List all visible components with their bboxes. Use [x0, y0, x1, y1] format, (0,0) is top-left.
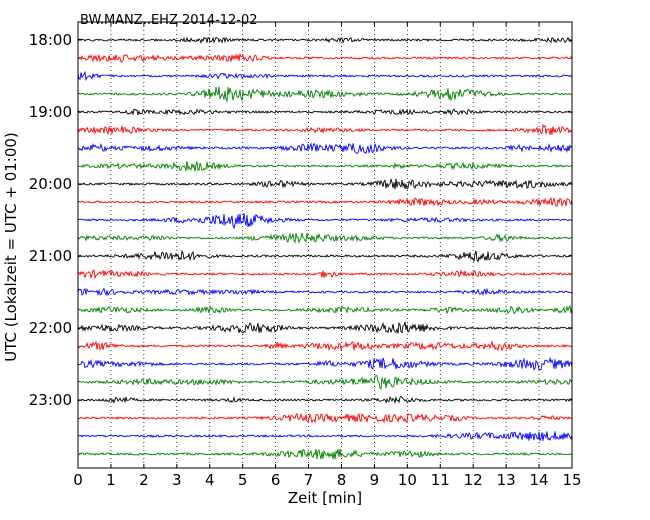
x-tick-label: 15 [562, 471, 581, 489]
y-tick-label: 22:00 [29, 319, 72, 337]
trace-2030 [77, 213, 573, 230]
x-tick-label: 0 [73, 471, 83, 489]
trace-1800 [77, 36, 573, 45]
trace-2330 [77, 431, 573, 442]
trace-2315 [77, 412, 573, 424]
y-tick-label: 21:00 [29, 247, 72, 265]
trace-2045 [77, 232, 572, 244]
trace-1945 [77, 161, 573, 172]
trace-2300 [77, 395, 573, 404]
grid-layer [110, 22, 540, 468]
x-tick-label: 14 [530, 471, 549, 489]
trace-layer [77, 36, 573, 460]
x-tick-label: 12 [464, 471, 483, 489]
y-tick-label: 18:00 [29, 31, 72, 49]
x-tick-label: 7 [304, 471, 314, 489]
trace-2015 [77, 196, 573, 208]
x-tick-label: 1 [106, 471, 116, 489]
trace-2245 [77, 374, 573, 390]
trace-1915 [77, 123, 573, 136]
trace-2100 [77, 249, 573, 263]
trace-2200 [77, 321, 573, 334]
plot-frame [77, 21, 573, 469]
trace-1845 [77, 86, 573, 103]
trace-1830 [77, 70, 573, 82]
y-tick-label: 19:00 [29, 103, 72, 121]
trace-2145 [77, 305, 573, 315]
trace-2000 [77, 178, 573, 190]
trace-2130 [77, 287, 573, 297]
trace-2230 [77, 356, 573, 371]
x-tick-label: 2 [139, 471, 149, 489]
trace-2345 [77, 448, 573, 460]
y-axis-label: UTC (Lokalzeit = UTC + 01:00) [2, 132, 20, 362]
trace-1930 [77, 142, 573, 155]
x-tick-label: 11 [431, 471, 450, 489]
x-axis-label: Zeit [min] [288, 489, 362, 507]
chart-title: BW.MANZ..EHZ 2014-12-02 [80, 13, 258, 28]
trace-1900 [77, 108, 573, 116]
trace-2115 [77, 269, 573, 280]
trace-2215 [77, 340, 573, 352]
y-tick-label: 23:00 [29, 391, 72, 409]
x-tick-label: 13 [497, 471, 516, 489]
x-tick-label: 6 [271, 471, 281, 489]
trace-1815 [77, 52, 573, 63]
x-tick-label: 4 [205, 471, 215, 489]
tick-layer: 0 1 2 3 4 5 6 7 8 9 10 11 12 13 14 1518:0019:0020:0021:… [29, 22, 582, 489]
x-tick-label: 8 [337, 471, 347, 489]
x-tick-label: 10 [398, 471, 417, 489]
x-tick-label: 5 [238, 471, 248, 489]
x-tick-label: 3 [172, 471, 182, 489]
y-tick-label: 20:00 [29, 175, 72, 193]
x-tick-label: 9 [370, 471, 380, 489]
